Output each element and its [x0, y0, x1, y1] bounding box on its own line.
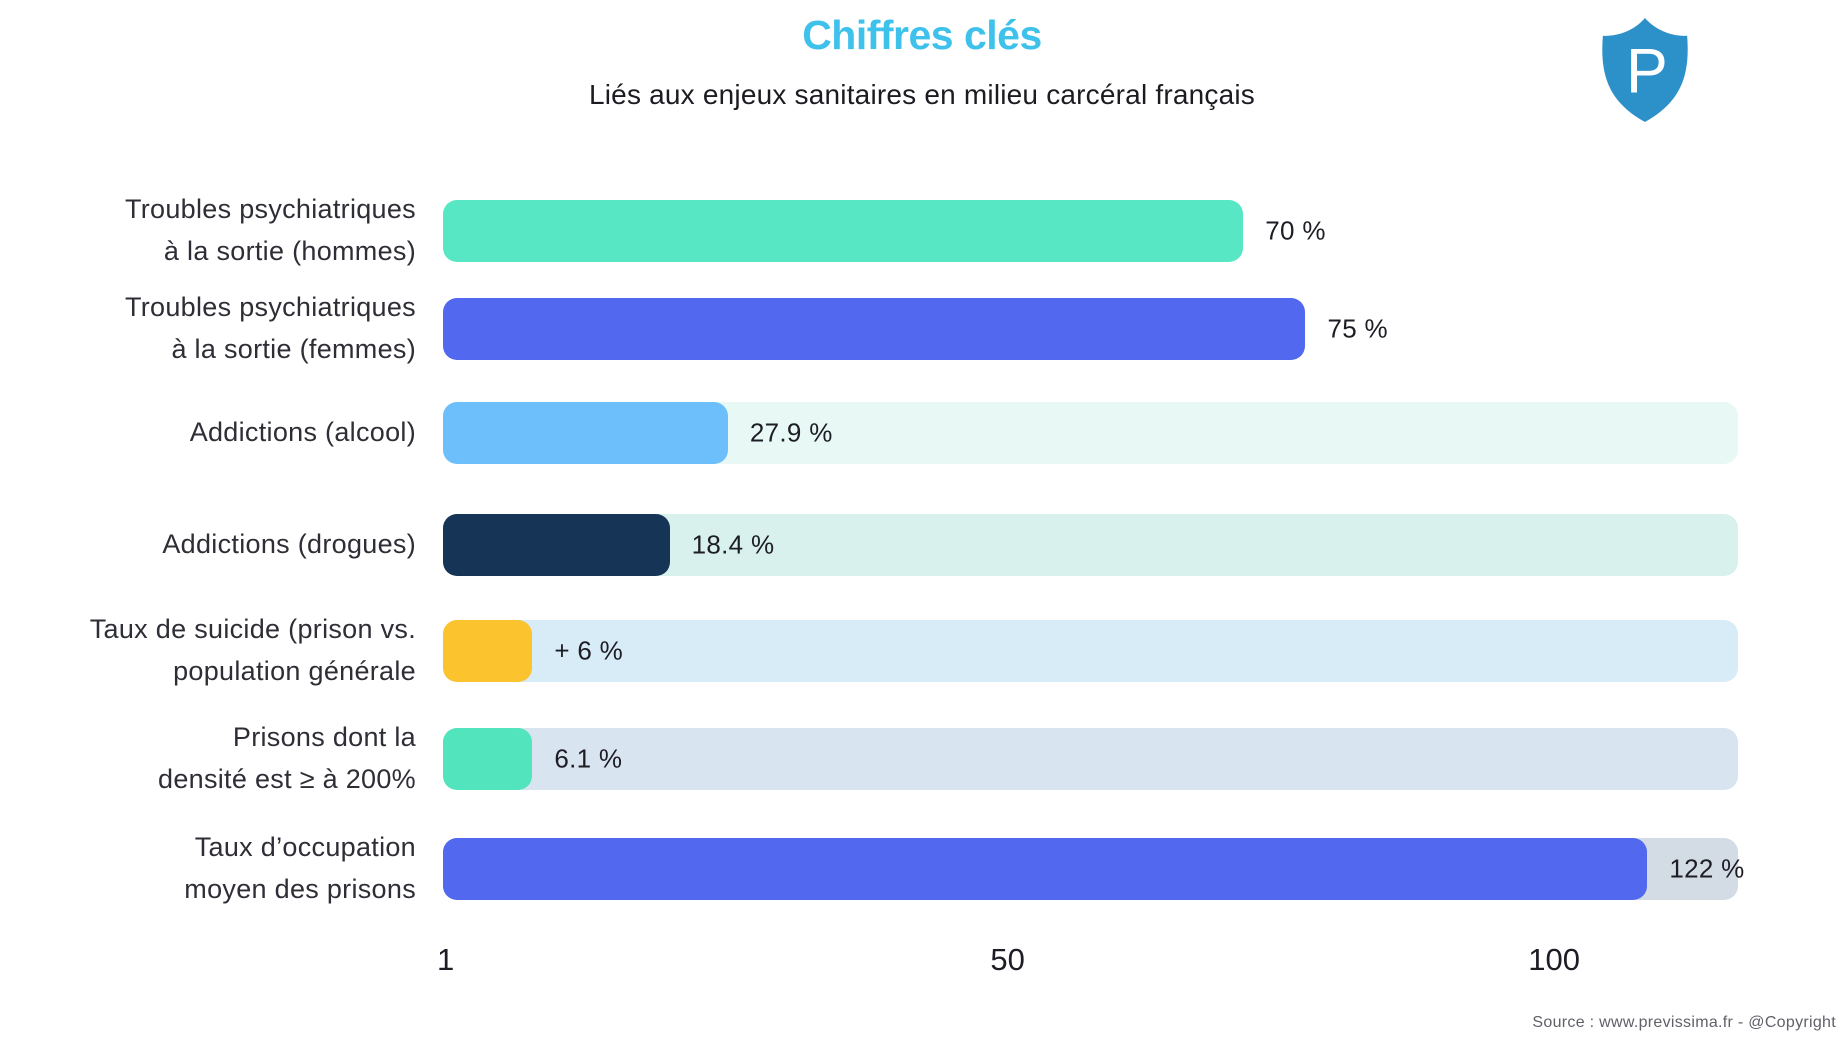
category-label: Taux de suicide (prison vs. population g… — [89, 614, 416, 686]
bar — [443, 620, 533, 682]
chart-row: Taux de suicide (prison vs. population g… — [0, 614, 1844, 686]
category-label: Troubles psychiatriques à la sortie (hom… — [124, 194, 416, 266]
bar — [443, 838, 1648, 900]
chart-row: Taux d’occupation moyen des prisons 122 % — [0, 832, 1844, 904]
shield-icon: P — [1602, 18, 1688, 122]
chart-row: Troubles psychiatriques à la sortie (hom… — [0, 194, 1844, 266]
category-label: Prisons dont la densité est ≥ à 200% — [158, 722, 416, 794]
previssima-shield-logo: P — [1596, 14, 1694, 126]
bar-track: 6.1 % — [443, 728, 1738, 790]
page-title: Chiffres clés — [802, 12, 1042, 58]
bar — [443, 200, 1244, 262]
category-label: Addictions (drogues) — [162, 529, 416, 560]
chart-row: Addictions (drogues) 18.4 % — [0, 514, 1844, 576]
value-label: 18.4 % — [691, 529, 775, 560]
bar-track: 75 % — [443, 298, 1738, 360]
logo-letter: P — [1626, 37, 1668, 107]
bar — [443, 514, 670, 576]
value-label: 70 % — [1265, 215, 1326, 246]
value-label: 6.1 % — [554, 743, 623, 774]
bar — [443, 402, 728, 464]
bar — [443, 728, 533, 790]
bar-track: 70 % — [443, 200, 1738, 262]
category-label: Taux d’occupation moyen des prisons — [184, 832, 416, 904]
bar-track: 27.9 % — [443, 402, 1738, 464]
x-axis-tick: 50 — [990, 942, 1025, 977]
source-credit: Source : www.previssima.fr - @Copyright — [1532, 1014, 1836, 1031]
x-axis-tick: 1 — [436, 942, 455, 977]
value-label: + 6 % — [554, 635, 624, 666]
category-label: Addictions (alcool) — [189, 417, 416, 448]
header: Chiffres clés Liés aux enjeux sanitaires… — [0, 12, 1844, 111]
bar-track: 18.4 % — [443, 514, 1738, 576]
x-axis-tick: 100 — [1528, 942, 1580, 977]
chart-row: Prisons dont la densité est ≥ à 200% 6.1 … — [0, 722, 1844, 794]
bar-track: + 6 % — [443, 620, 1738, 682]
value-label: 122 % — [1669, 853, 1745, 884]
category-label: Troubles psychiatriques à la sortie (fem… — [124, 292, 416, 364]
bar-track: 122 % — [443, 838, 1744, 900]
x-axis: 1 50 100 — [437, 942, 1738, 982]
value-label: 75 % — [1327, 313, 1388, 344]
bar — [443, 298, 1306, 360]
chart-row: Troubles psychiatriques à la sortie (fem… — [0, 292, 1844, 364]
page-subtitle: Liés aux enjeux sanitaires en milieu car… — [588, 79, 1255, 110]
value-label: 27.9 % — [749, 417, 833, 448]
chart-row: Addictions (alcool) 27.9 % — [0, 402, 1844, 464]
